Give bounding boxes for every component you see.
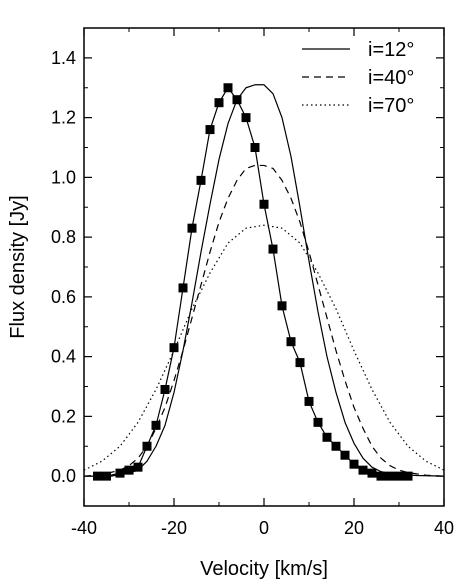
y-tick-label: 0.0 xyxy=(51,466,76,486)
y-tick-label: 0.8 xyxy=(51,227,76,247)
tick-marks xyxy=(83,28,445,507)
data-point xyxy=(403,471,413,481)
data-point xyxy=(394,471,404,481)
data-point xyxy=(232,95,242,105)
data-point xyxy=(268,244,278,254)
y-tick-label: 1.0 xyxy=(51,167,76,187)
data-point xyxy=(93,471,102,481)
data-point xyxy=(286,337,296,347)
legend: i=12° i=40° i=70° xyxy=(302,39,414,117)
data-point xyxy=(187,223,197,233)
series-lines xyxy=(83,84,445,477)
y-tick-label: 0.4 xyxy=(51,347,76,367)
data-point xyxy=(142,441,152,451)
data-point xyxy=(205,125,215,135)
data-point xyxy=(313,417,323,427)
data-point xyxy=(102,471,111,481)
legend-label-dashed: i=40° xyxy=(368,67,414,89)
x-tick-label: -40 xyxy=(71,518,97,538)
data-point xyxy=(277,301,287,311)
data-point xyxy=(322,432,332,442)
data-point xyxy=(160,384,170,394)
x-axis-label: Velocity [km/s] xyxy=(200,558,328,580)
data-point xyxy=(250,143,260,152)
legend-label-solid: i=12° xyxy=(368,39,414,61)
data-markers xyxy=(93,83,413,481)
data-point xyxy=(133,462,143,472)
data-point xyxy=(241,113,251,123)
data-point xyxy=(169,343,179,353)
series-line-dashed xyxy=(83,164,445,477)
y-axis-label: Flux density [Jy] xyxy=(7,195,29,338)
y-tick-label: 1.4 xyxy=(51,48,76,68)
data-point xyxy=(340,450,350,460)
data-point xyxy=(196,175,206,185)
tick-labels: -40 -20 0 20 40 0.0 0.2 0.4 0.6 0.8 1.0 1.2 1.4 xyxy=(51,48,454,538)
series-line-solid xyxy=(84,84,445,477)
data-point xyxy=(223,83,233,93)
y-tick-label: 0.2 xyxy=(51,406,76,426)
data-point xyxy=(304,396,314,406)
x-tick-label: 20 xyxy=(344,518,364,538)
y-tick-label: 1.2 xyxy=(51,108,76,128)
data-point xyxy=(115,468,125,478)
data-point xyxy=(358,465,368,475)
legend-label-dotted: i=70° xyxy=(368,95,414,117)
data-point xyxy=(331,441,341,451)
data-point xyxy=(295,358,305,368)
x-tick-label: 40 xyxy=(434,518,454,538)
data-point xyxy=(214,98,224,108)
x-tick-label: 0 xyxy=(259,518,269,538)
data-point xyxy=(376,471,386,481)
data-point xyxy=(124,465,134,475)
series-line-dotted xyxy=(83,224,445,471)
data-point xyxy=(259,199,269,209)
x-tick-label: -20 xyxy=(161,518,187,538)
data-point xyxy=(385,471,395,481)
y-tick-label: 0.6 xyxy=(51,287,76,307)
data-point xyxy=(151,420,161,430)
data-point xyxy=(367,468,377,478)
data-point xyxy=(178,283,188,293)
data-point xyxy=(349,459,359,469)
